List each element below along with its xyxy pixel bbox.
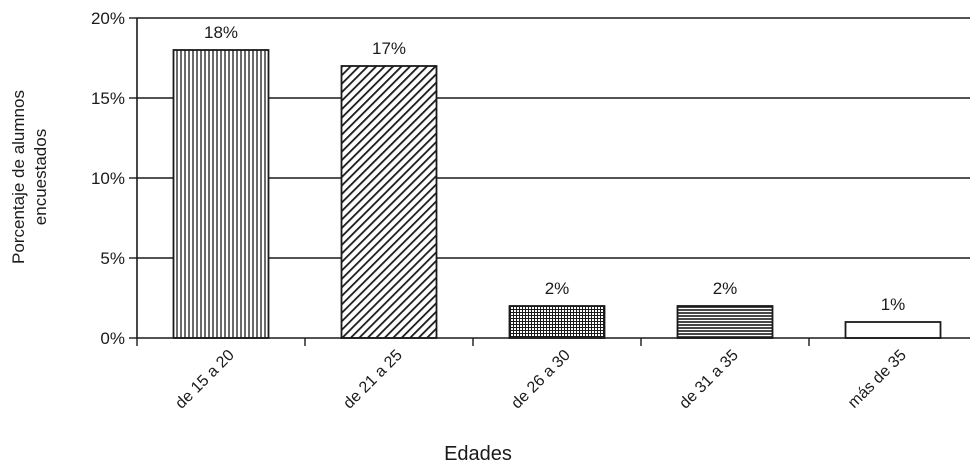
y-tick-label: 15% bbox=[91, 89, 125, 108]
data-label: 2% bbox=[545, 279, 570, 298]
data-label: 18% bbox=[204, 23, 238, 42]
y-tick-label: 0% bbox=[100, 329, 125, 348]
bar bbox=[676, 305, 774, 339]
y-tick-label: 5% bbox=[100, 249, 125, 268]
x-axis-title: Edades bbox=[444, 443, 512, 465]
x-category-label: de 15 a 20 bbox=[172, 347, 238, 413]
data-label: 17% bbox=[372, 39, 406, 58]
y-tick-label: 20% bbox=[91, 9, 125, 28]
bar bbox=[844, 321, 942, 339]
axes bbox=[129, 17, 970, 346]
bar bbox=[508, 305, 606, 339]
x-category-label: de 26 a 30 bbox=[508, 347, 574, 413]
bar bbox=[340, 65, 438, 339]
x-category-label: de 31 a 35 bbox=[676, 347, 742, 413]
data-label: 1% bbox=[881, 295, 906, 314]
data-label: 2% bbox=[713, 279, 738, 298]
y-axis-title-line-1: Porcentaje de alumnos bbox=[9, 90, 28, 264]
gridlines bbox=[137, 17, 970, 259]
y-axis-title-line-2: encuestados bbox=[31, 129, 50, 225]
bar bbox=[172, 49, 270, 339]
x-category-label: de 21 a 25 bbox=[340, 347, 406, 413]
y-tick-label: 10% bbox=[91, 169, 125, 188]
x-category-label: más de 35 bbox=[845, 347, 910, 412]
